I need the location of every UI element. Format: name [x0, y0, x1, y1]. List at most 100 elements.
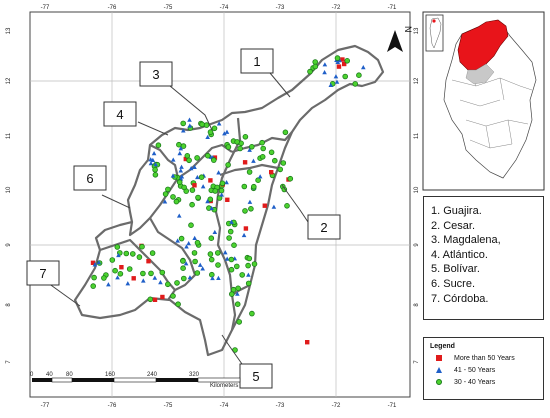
- station-over-50: [242, 160, 248, 165]
- station-30-40: [342, 73, 349, 80]
- legend-title: Legend: [430, 343, 455, 350]
- station-over-50: [192, 183, 197, 188]
- legend-label: More than 50 Years: [454, 354, 515, 362]
- station-30-40: [140, 270, 146, 277]
- station-30-40: [352, 81, 359, 87]
- station-41-50: [188, 166, 194, 171]
- region-item: 4. Atlántico.: [431, 248, 488, 261]
- station-30-40: [251, 183, 257, 190]
- station-30-40: [130, 251, 136, 257]
- station-30-40: [148, 270, 154, 277]
- legend-label: 30 - 40 Years: [454, 378, 496, 386]
- scale-label: 0: [30, 372, 34, 378]
- station-30-40: [234, 301, 241, 308]
- scale-label: 240: [147, 372, 158, 378]
- lat-tick-label: 9: [414, 243, 420, 247]
- station-41-50: [162, 199, 168, 204]
- station-30-40: [205, 152, 211, 159]
- scale-label: 160: [105, 372, 116, 378]
- lat-tick-label: 7: [414, 360, 420, 364]
- station-41-50: [96, 260, 102, 265]
- station-30-40: [165, 281, 171, 288]
- station-30-40: [249, 310, 255, 317]
- station-30-40: [152, 167, 158, 173]
- region-outline: [73, 44, 385, 357]
- lon-tick-label: -76: [108, 5, 117, 11]
- station-30-40: [312, 59, 319, 65]
- callout-label: 6: [86, 171, 93, 186]
- station-41-50: [337, 58, 342, 63]
- station-30-40: [207, 196, 214, 203]
- station-30-40: [259, 139, 265, 146]
- legend-row-30-40: 30 - 40 Years: [430, 376, 543, 388]
- station-30-40: [117, 270, 124, 277]
- lon-tick-label: -73: [276, 5, 285, 11]
- region-item: 7. Córdoba.: [431, 292, 489, 305]
- station-over-50: [269, 170, 274, 175]
- scale-label: 40: [46, 372, 53, 378]
- station-41-50: [158, 280, 163, 285]
- station-30-40: [194, 270, 201, 276]
- station-41-50: [216, 275, 221, 280]
- station-41-50: [216, 170, 221, 175]
- station-41-50: [241, 232, 247, 238]
- station-over-50: [90, 260, 96, 265]
- station-30-40: [255, 177, 261, 184]
- station-over-50: [119, 265, 124, 270]
- lon-tick-label: -73: [276, 403, 285, 409]
- scale-label: 80: [66, 372, 73, 378]
- station-30-40: [198, 174, 205, 181]
- station-30-40: [180, 258, 186, 264]
- lat-tick-label: 13: [6, 27, 12, 34]
- inset-map: [443, 19, 537, 179]
- inset-neighbor-region: [465, 63, 495, 85]
- lon-tick-label: -71: [388, 5, 397, 11]
- lat-tick-label: 8: [414, 303, 420, 307]
- station-over-50: [152, 297, 158, 302]
- station-30-40: [271, 157, 278, 164]
- station-41-50: [177, 151, 183, 156]
- callout-label: 5: [252, 369, 259, 384]
- station-30-40: [237, 145, 243, 152]
- region-boundary: [219, 163, 279, 177]
- lon-tick-label: -72: [332, 5, 341, 11]
- station-over-50: [131, 276, 136, 281]
- station-41-50: [322, 62, 328, 67]
- station-30-40: [219, 180, 226, 187]
- callout-6: 6: [73, 165, 107, 191]
- station-30-40: [212, 188, 219, 194]
- station-30-40: [208, 235, 215, 242]
- station-41-50: [200, 184, 206, 189]
- station-30-40: [136, 254, 143, 260]
- station-30-40: [259, 154, 266, 160]
- station-over-50: [336, 64, 342, 69]
- station-30-40: [192, 258, 198, 265]
- station-41-50: [212, 229, 218, 235]
- scale-unit: Kilometers: [210, 383, 238, 389]
- station-41-50: [209, 205, 214, 211]
- main-map-frame: [29, 11, 411, 398]
- leader-2: [281, 184, 309, 223]
- station-30-40: [211, 125, 218, 132]
- station-30-40: [165, 186, 171, 193]
- lat-tick-label: 11: [6, 132, 12, 139]
- station-30-40: [207, 129, 214, 135]
- station-30-40: [207, 251, 214, 257]
- station-30-40: [245, 262, 251, 269]
- lat-tick-label: 10: [6, 186, 12, 193]
- station-30-40: [191, 250, 198, 256]
- station-41-50: [115, 275, 120, 280]
- station-30-40: [287, 175, 294, 182]
- station-30-40: [176, 141, 182, 148]
- station-30-40: [245, 280, 252, 287]
- station-30-40: [236, 319, 243, 325]
- station-41-50: [222, 131, 227, 136]
- station-30-40: [176, 179, 183, 186]
- station-30-40: [149, 250, 156, 256]
- station-30-40: [227, 228, 234, 235]
- station-41-50: [187, 275, 193, 280]
- lat-tick-label: 9: [6, 243, 12, 247]
- scale-label: 320: [189, 372, 200, 378]
- station-30-40: [239, 272, 246, 278]
- legend-row-over-50: More than 50 Years: [430, 352, 543, 364]
